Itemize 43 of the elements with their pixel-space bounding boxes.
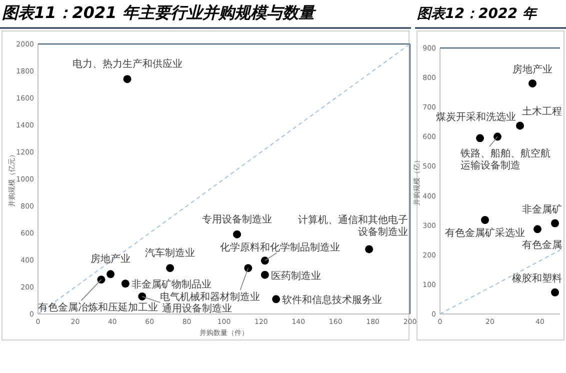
annotation: 非金属矿物制品业 xyxy=(131,278,212,291)
point xyxy=(476,134,484,142)
point xyxy=(534,225,542,234)
annotation: 房地产业 xyxy=(90,253,131,266)
chart-title: 图表12：2022 年 xyxy=(417,6,538,22)
annotation: 医药制造业 xyxy=(270,270,321,282)
annotation: 土木工程 xyxy=(522,106,562,118)
annotation: 煤炭开采和洗选业 xyxy=(436,111,516,124)
annotation: 化学原料和化学制品制造业 xyxy=(220,242,340,254)
point xyxy=(260,270,269,279)
annotation: 专用设备制造业 xyxy=(202,213,272,226)
point xyxy=(528,79,536,88)
annotation: 计算机、通信和其他电子设备制造业 xyxy=(298,214,408,238)
point xyxy=(166,264,174,272)
point xyxy=(244,264,252,272)
point xyxy=(106,270,115,278)
point xyxy=(233,230,242,238)
point xyxy=(494,132,502,141)
point xyxy=(551,288,559,296)
annotation: 有色金属矿采选业 xyxy=(445,227,525,240)
point xyxy=(516,122,524,130)
annotation: 房地产业 xyxy=(512,63,552,76)
chart-title: 图表11：2021 年主要行业并购规模与数量 xyxy=(2,3,316,22)
annotation: 汽车制造业 xyxy=(145,247,196,260)
point xyxy=(365,245,374,254)
annotation: 电气机械和器材制造业 xyxy=(160,291,260,304)
annotation: 铁路、船舶、航空航 xyxy=(460,148,550,160)
point xyxy=(272,295,280,304)
point xyxy=(97,276,106,284)
annotation: 橡胶和塑料 xyxy=(512,272,562,284)
point xyxy=(481,216,489,224)
annotation: 有色金属 xyxy=(522,239,562,252)
point xyxy=(138,292,146,300)
annotation: 非金属矿 xyxy=(522,203,562,216)
annotation: 通用设备制造业 xyxy=(162,302,232,314)
annotation: 电力、热力生产和供应业 xyxy=(72,58,182,70)
point xyxy=(551,219,559,228)
point xyxy=(121,280,130,288)
point xyxy=(260,256,269,265)
annotation: 软件和信息技术服务业 xyxy=(282,294,382,306)
annotation: 有色金属冶炼和压延加工业 xyxy=(38,302,158,314)
annotation: 运输设备制造 xyxy=(460,160,520,172)
point xyxy=(123,75,132,84)
